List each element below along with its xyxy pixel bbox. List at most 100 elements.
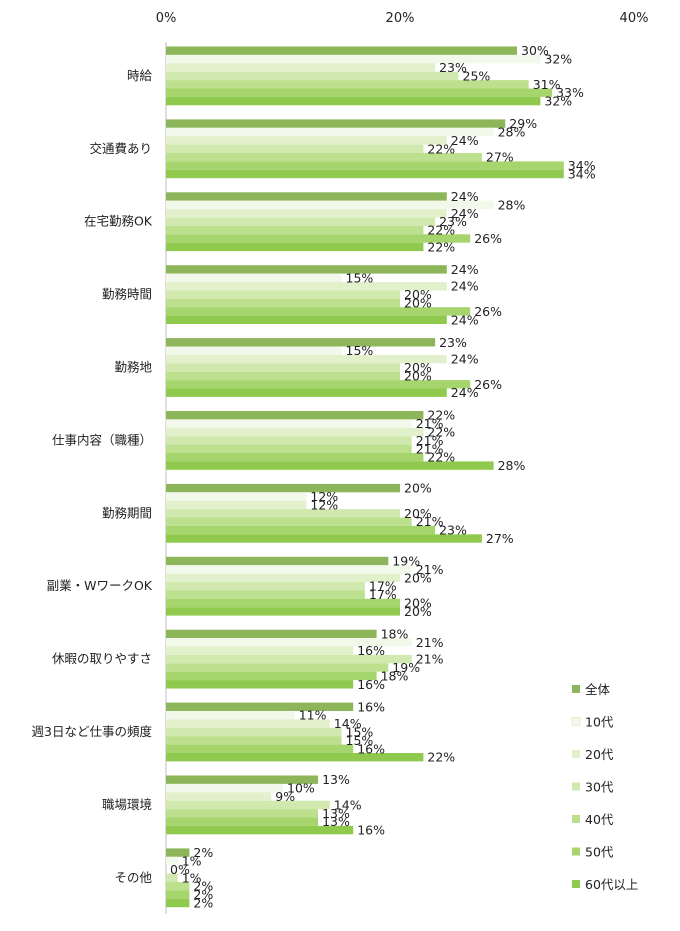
data-label: 23% — [439, 214, 467, 229]
bar — [166, 800, 330, 810]
bar — [166, 783, 283, 793]
category-label: 仕事内容（職種） — [52, 432, 152, 447]
data-label: 13% — [322, 806, 350, 821]
legend-swatch — [572, 880, 580, 888]
data-label: 21% — [416, 433, 444, 448]
data-label: 28% — [498, 125, 526, 140]
data-label: 17% — [369, 579, 397, 594]
data-label: 16% — [357, 699, 385, 714]
legend-swatch — [572, 685, 580, 693]
data-label: 26% — [474, 377, 502, 392]
x-tick-label: 20% — [386, 11, 415, 26]
bar — [166, 371, 400, 381]
bar — [166, 680, 354, 689]
data-label: 11% — [299, 708, 327, 723]
data-label: 24% — [451, 385, 479, 400]
data-label: 32% — [544, 94, 572, 109]
bar — [166, 582, 365, 591]
data-label: 21% — [416, 562, 444, 577]
bar — [166, 825, 354, 835]
data-label: 20% — [404, 360, 432, 375]
data-label: 18% — [381, 668, 409, 683]
data-label: 16% — [357, 643, 385, 658]
data-label: 20% — [404, 506, 432, 521]
data-label: 27% — [486, 531, 514, 546]
data-label: 16% — [357, 823, 385, 838]
bar — [166, 419, 412, 428]
data-label: 22% — [427, 239, 455, 254]
x-axis-ticks: 0% 20% 40% — [156, 11, 649, 26]
bar — [166, 590, 365, 599]
bar — [166, 856, 178, 866]
data-label: 24% — [451, 206, 479, 221]
data-label: 23% — [439, 335, 467, 350]
bar — [166, 556, 389, 566]
bar — [166, 388, 447, 397]
legend-label: 20代 — [585, 747, 614, 762]
bar — [166, 290, 400, 299]
bar — [166, 517, 412, 526]
bar — [166, 71, 459, 81]
bar — [166, 234, 471, 243]
data-label: 22% — [427, 141, 455, 156]
bar — [166, 192, 447, 201]
data-label: 20% — [404, 596, 432, 611]
data-label: 2% — [193, 845, 213, 860]
data-label: 1% — [182, 870, 202, 885]
legend-label: 全体 — [585, 682, 611, 697]
bar — [166, 307, 471, 316]
category-label: 週3日など仕事の頻度 — [32, 724, 153, 739]
data-label: 24% — [451, 312, 479, 327]
data-label: 26% — [474, 231, 502, 246]
data-label: 22% — [427, 750, 455, 765]
legend-label: 60代以上 — [585, 877, 638, 892]
bar — [166, 702, 354, 711]
bar — [166, 573, 400, 582]
data-label: 24% — [451, 279, 479, 294]
bar — [166, 500, 307, 510]
bar — [166, 46, 517, 55]
data-label: 34% — [568, 158, 596, 173]
data-label: 14% — [334, 797, 362, 812]
data-label: 27% — [486, 150, 514, 165]
bar — [166, 80, 529, 89]
data-label: 15% — [346, 343, 374, 358]
data-label: 22% — [427, 450, 455, 465]
legend-swatch — [572, 782, 580, 791]
bar — [166, 265, 447, 274]
data-label: 15% — [346, 270, 374, 285]
data-label: 24% — [451, 352, 479, 367]
legend-swatch — [572, 815, 580, 823]
legend-label: 40代 — [585, 812, 614, 827]
data-label: 22% — [427, 223, 455, 238]
data-label: 10% — [287, 781, 315, 796]
bar — [166, 346, 342, 355]
bar — [166, 153, 482, 162]
data-label: 0% — [170, 862, 190, 877]
data-label: 18% — [381, 626, 409, 641]
bar — [166, 711, 295, 720]
data-label: 19% — [392, 660, 420, 675]
data-label: 28% — [498, 197, 526, 212]
data-label: 13% — [322, 814, 350, 829]
category-label: 交通費あり — [89, 141, 152, 156]
data-label: 14% — [334, 716, 362, 731]
bars — [166, 46, 564, 908]
bar — [166, 719, 330, 728]
bar — [166, 509, 400, 518]
bar — [166, 88, 553, 97]
legend-swatch — [571, 717, 581, 726]
bar — [166, 525, 436, 535]
legend-label: 30代 — [585, 780, 614, 795]
category-label: その他 — [114, 870, 152, 885]
bar — [166, 127, 494, 137]
data-label: 25% — [463, 68, 491, 83]
data-label: 2% — [193, 879, 213, 894]
bar — [166, 727, 342, 737]
category-label: 勤務時間 — [102, 287, 152, 302]
bar — [166, 119, 506, 128]
bar — [166, 144, 424, 153]
bar — [166, 898, 190, 908]
data-label: 15% — [346, 725, 374, 740]
data-label: 17% — [369, 587, 397, 602]
